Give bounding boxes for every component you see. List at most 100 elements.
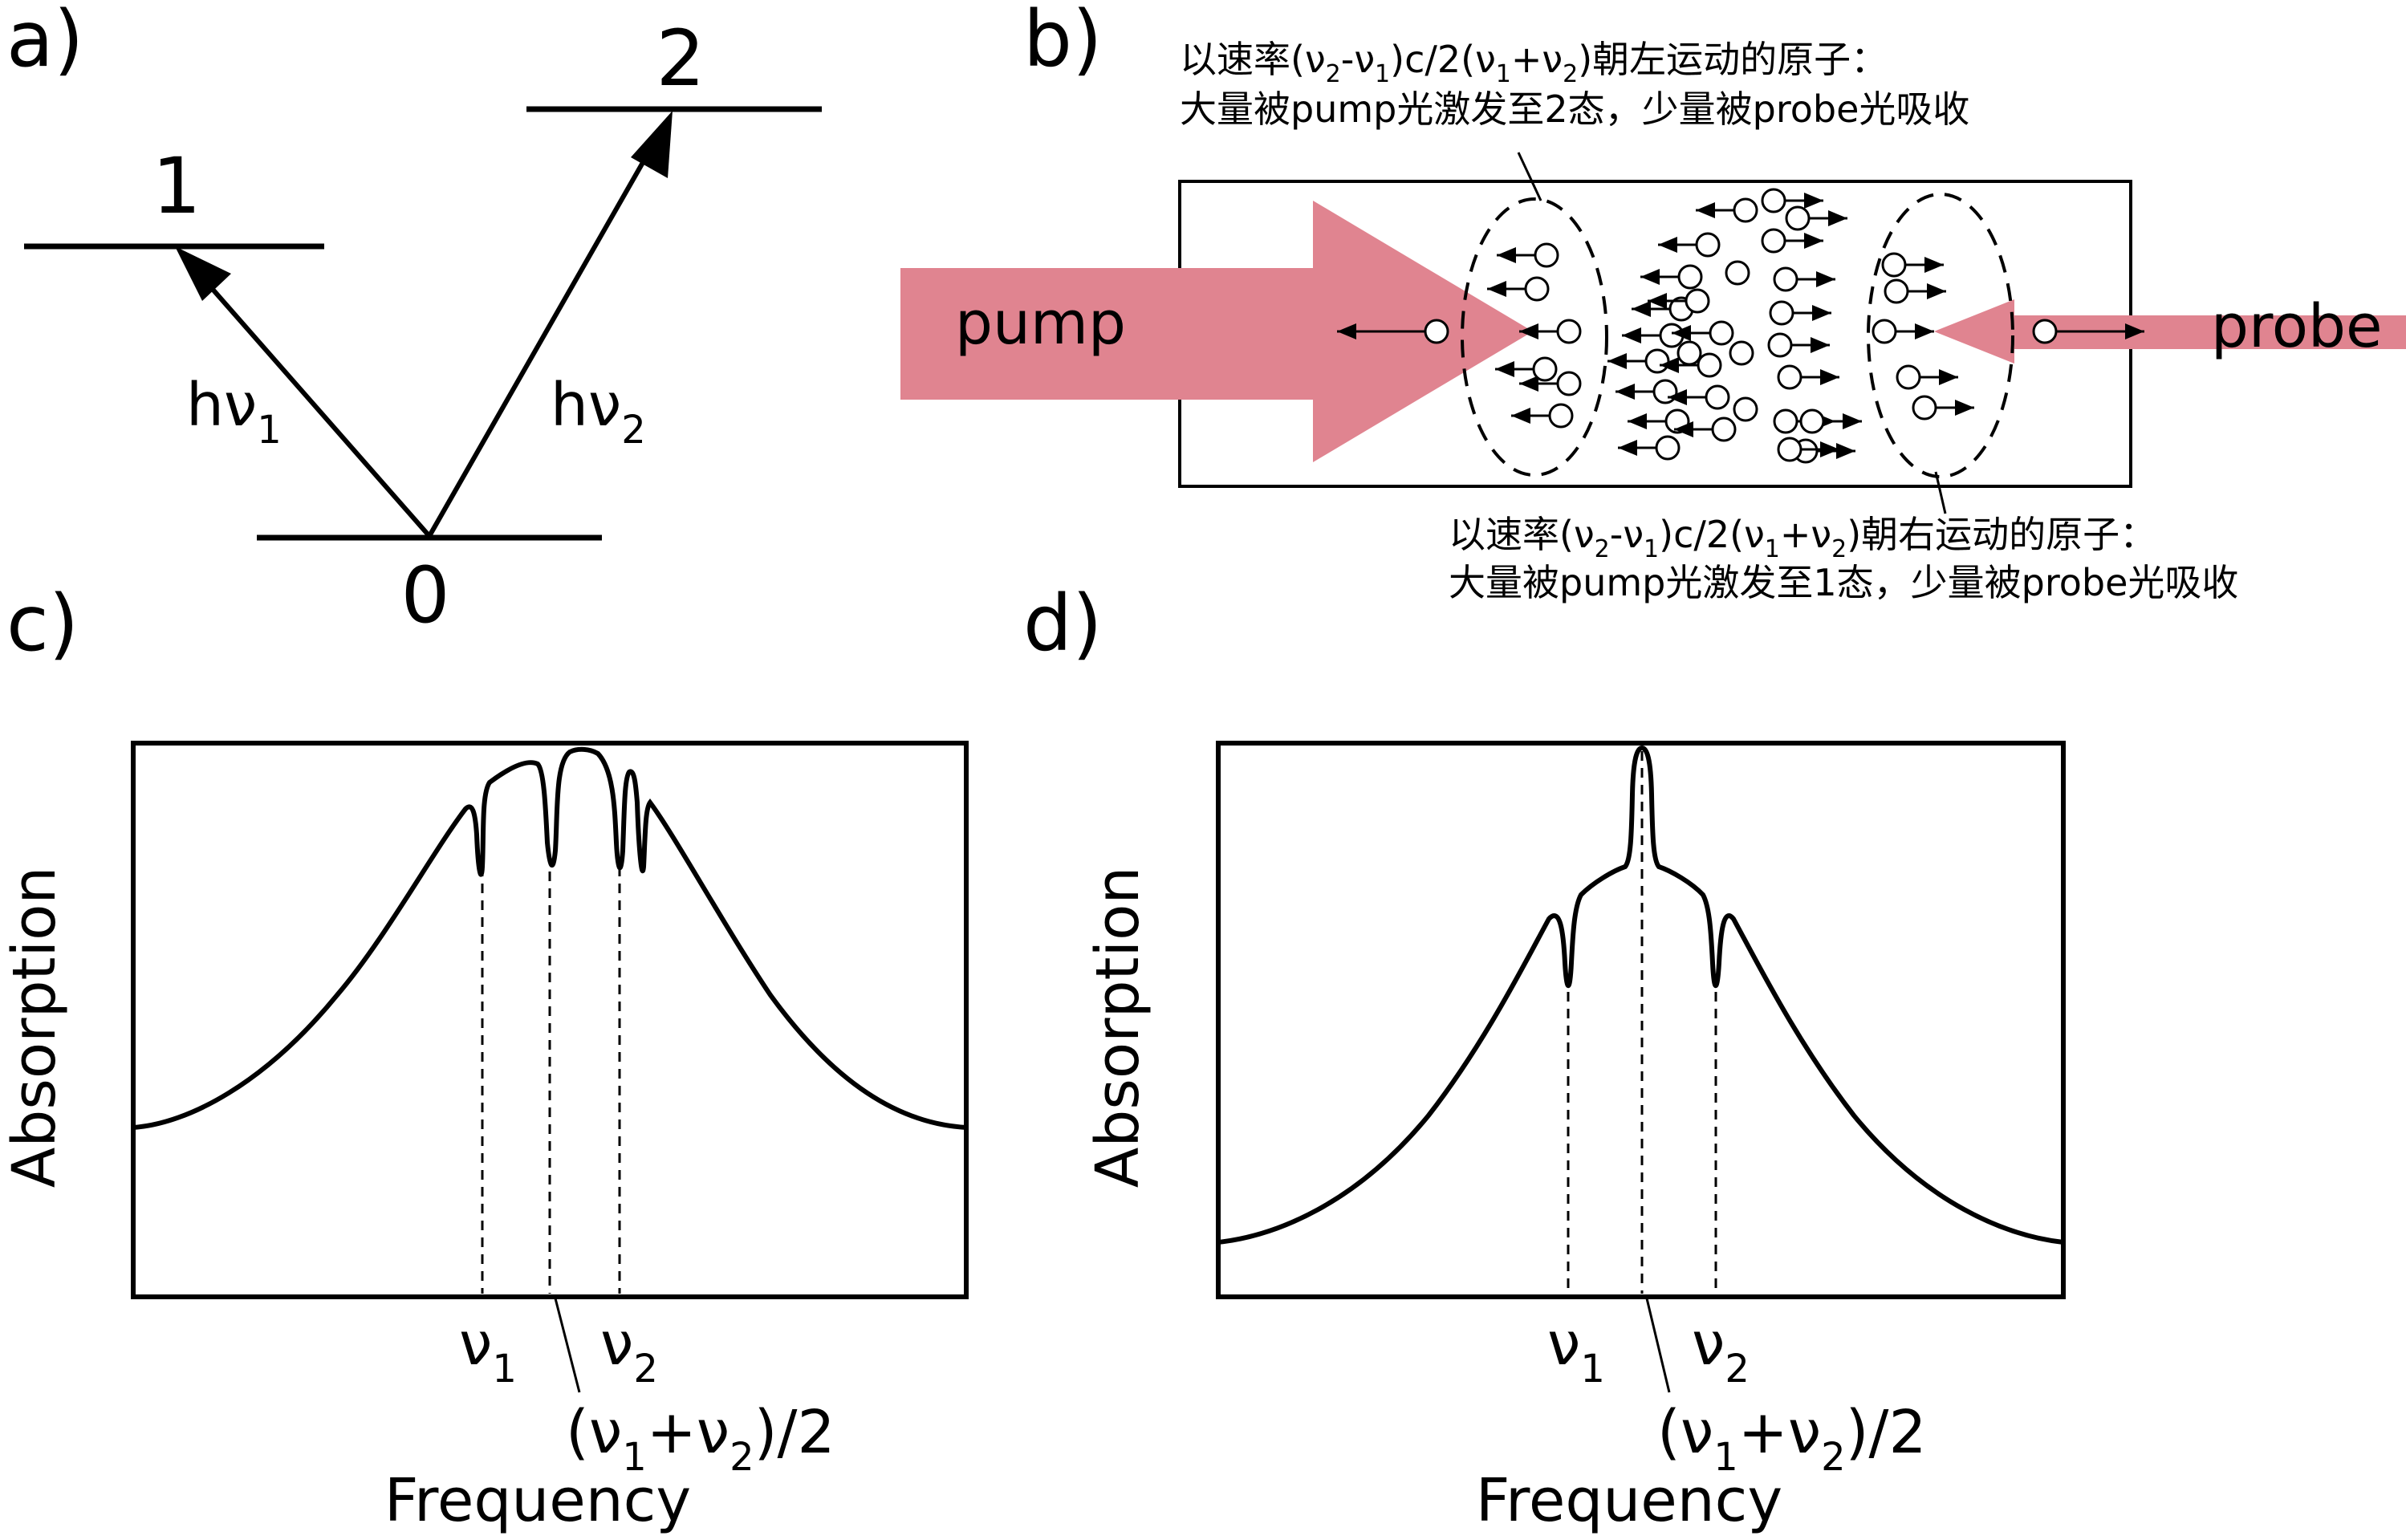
level-2-label: 2 bbox=[656, 14, 705, 104]
atom bbox=[1519, 319, 1582, 344]
atom bbox=[1616, 379, 1678, 404]
atom-arrowhead bbox=[1816, 271, 1835, 287]
atom-arrowhead bbox=[1804, 193, 1823, 209]
atom-arrowhead bbox=[1927, 283, 1946, 299]
atom bbox=[1660, 352, 1722, 378]
atom-arrowhead bbox=[1511, 408, 1530, 424]
atom bbox=[1672, 320, 1734, 346]
atom-arrowhead bbox=[1668, 389, 1687, 405]
atom-circle bbox=[1884, 278, 1909, 304]
probe-label: probe bbox=[2211, 292, 2383, 361]
atom bbox=[1519, 371, 1582, 396]
top-note-line1: 以速率(ν2-ν1)c/2(ν1+ν2)朝左运动的原子： bbox=[1180, 38, 1888, 88]
atom bbox=[1881, 252, 1944, 278]
atom-circle bbox=[1725, 260, 1750, 286]
atom-arrowhead bbox=[1622, 327, 1641, 343]
atom bbox=[1648, 288, 1710, 314]
atom-circle bbox=[2032, 319, 2058, 344]
ground-level-label: 0 bbox=[400, 551, 449, 640]
atom-circle bbox=[1556, 319, 1582, 344]
panel-c-mid-pointer bbox=[554, 1298, 581, 1393]
atom-circle bbox=[1896, 364, 1921, 390]
atom-circle bbox=[1761, 228, 1786, 254]
panel-d-frame bbox=[1216, 741, 2066, 1299]
pump-label: pump bbox=[955, 289, 1126, 358]
top-note-pointer bbox=[1517, 152, 1542, 201]
atom-circle bbox=[1532, 356, 1558, 382]
atom-circle bbox=[1556, 371, 1582, 396]
atom bbox=[1497, 242, 1559, 268]
panel-b-tag: b) bbox=[1023, 0, 1102, 84]
atom-arrowhead bbox=[1519, 376, 1538, 392]
atom bbox=[1676, 340, 1702, 366]
pump-beam bbox=[900, 201, 1533, 462]
atom-arrowhead bbox=[1820, 369, 1839, 385]
panel-c-nu2-label: ν2 bbox=[600, 1310, 658, 1392]
transition-label-1: hν1 bbox=[186, 371, 282, 453]
atom bbox=[1495, 356, 1558, 382]
atom-arrowhead bbox=[1487, 281, 1506, 297]
atom-circle bbox=[1872, 319, 1897, 344]
bottom-note-line1: 以速率(ν2-ν1)c/2(ν1+ν2)朝右运动的原子： bbox=[1449, 513, 2156, 563]
bottom-note-line2: 大量被pump光激发至1态，少量被probe光吸收 bbox=[1449, 561, 2238, 604]
atom-arrowhead bbox=[1660, 357, 1679, 373]
atom-circle bbox=[1534, 242, 1559, 268]
atom-circle bbox=[1733, 396, 1758, 422]
atom bbox=[1785, 205, 1847, 231]
atom bbox=[1618, 435, 1681, 461]
transition-arrow-1 bbox=[196, 271, 432, 538]
atom-arrowhead bbox=[1337, 323, 1356, 339]
panel-d-absorption-curve bbox=[1217, 745, 2064, 1245]
atom-circle bbox=[1524, 276, 1550, 302]
atom-circle bbox=[1685, 288, 1710, 314]
atom-circle bbox=[1424, 319, 1449, 344]
atom-circle bbox=[1695, 232, 1721, 258]
panel-c-ylabel: Absorption bbox=[0, 867, 69, 1189]
panel-d: d) Absorption ν1 ν2 (ν1+ν2)/2 Frequency bbox=[1023, 579, 2066, 1535]
atom-arrowhead bbox=[1616, 384, 1635, 400]
atom bbox=[1767, 332, 1830, 358]
panel-c-mid-label: (ν1+ν2)/2 bbox=[566, 1398, 835, 1480]
atom bbox=[1640, 264, 1703, 290]
atom-circle bbox=[1733, 197, 1758, 223]
panel-b: b) 以速率(ν2-ν1)c/2(ν1+ν2)朝左运动的原子： 大量被pump光… bbox=[900, 0, 2406, 604]
atom-circle bbox=[1729, 340, 1754, 366]
atom-arrowhead bbox=[1820, 441, 1839, 457]
atom-arrowhead bbox=[1811, 337, 1830, 353]
atom-circle bbox=[1777, 364, 1802, 390]
atom-arrowhead bbox=[1640, 269, 1660, 285]
atom bbox=[1487, 276, 1550, 302]
atom-arrowhead bbox=[1632, 301, 1651, 317]
atom bbox=[1799, 408, 1862, 434]
atom bbox=[1769, 300, 1831, 326]
panel-c-tag: c) bbox=[6, 579, 79, 668]
atom bbox=[2032, 319, 2144, 344]
panel-d-tag: d) bbox=[1023, 579, 1102, 668]
panel-a-tag: a) bbox=[6, 0, 83, 84]
atom bbox=[1729, 340, 1754, 366]
transition-arrowhead-1 bbox=[175, 246, 231, 301]
atom-circle bbox=[1773, 266, 1798, 292]
atom-arrowhead bbox=[1495, 361, 1514, 377]
atom bbox=[1696, 197, 1758, 223]
atom-arrowhead bbox=[1836, 443, 1855, 459]
panel-d-ylabel: Absorption bbox=[1083, 867, 1152, 1189]
panel-d-nu1-label: ν1 bbox=[1547, 1310, 1605, 1392]
atom bbox=[1337, 319, 1449, 344]
atom-arrowhead bbox=[1955, 400, 1974, 416]
atom bbox=[1511, 403, 1574, 429]
atom-circle bbox=[1767, 332, 1793, 358]
atom bbox=[1607, 348, 1670, 374]
atom-circle bbox=[1548, 403, 1574, 429]
atom bbox=[1777, 437, 1839, 462]
atom-arrowhead bbox=[1674, 421, 1693, 437]
atom bbox=[1658, 232, 1721, 258]
atom bbox=[1761, 188, 1823, 213]
atom-arrowhead bbox=[1812, 305, 1831, 321]
atom bbox=[1674, 416, 1737, 442]
atom bbox=[1668, 384, 1730, 410]
top-note-line2: 大量被pump光激发至2态，少量被probe光吸收 bbox=[1180, 87, 1969, 131]
atom-circle bbox=[1799, 408, 1825, 434]
atom-circle bbox=[1761, 188, 1786, 213]
